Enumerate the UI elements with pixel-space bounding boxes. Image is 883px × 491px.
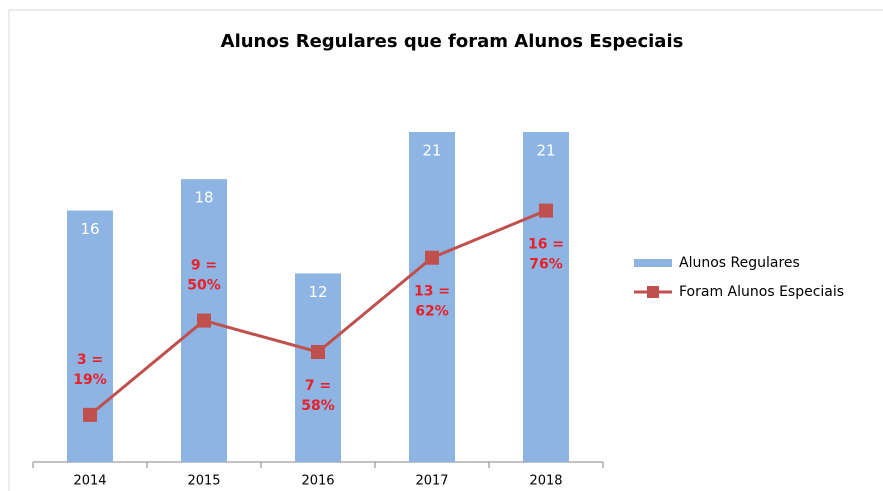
legend-label: Foram Alunos Especiais [679,284,844,300]
x-tick-label: 2018 [529,474,562,489]
chart-title: Alunos Regulares que foram Alunos Especi… [221,31,684,52]
line-marker [83,407,97,422]
bar [67,210,113,462]
x-tick-label: 2014 [73,474,106,489]
bar-value-label: 16 [80,220,99,238]
legend-label: Alunos Regulares [679,255,800,271]
line-marker [425,250,439,265]
line-value-label: 16 = 76% [528,237,564,273]
line-value-label: 3 = 19% [73,352,107,388]
line-value-label: 13 = 62% [414,284,450,320]
bar [523,132,569,462]
line-value-label: 9 = 50% [187,258,221,294]
line-value-label: 7 = 58% [301,378,335,414]
legend-swatch [634,259,672,267]
bar [295,273,341,462]
x-tick-label: 2017 [415,474,448,489]
x-tick-label: 2015 [187,474,220,489]
line-marker [311,345,325,359]
x-tick-label: 2016 [301,474,334,489]
line-marker [539,203,553,218]
bar-value-label: 21 [422,142,441,160]
bar-value-label: 18 [194,189,213,207]
line-marker [197,313,211,328]
bar-value-label: 21 [536,142,555,160]
bar [409,132,455,462]
bar-value-label: 12 [308,283,327,301]
legend-swatch [647,286,659,298]
